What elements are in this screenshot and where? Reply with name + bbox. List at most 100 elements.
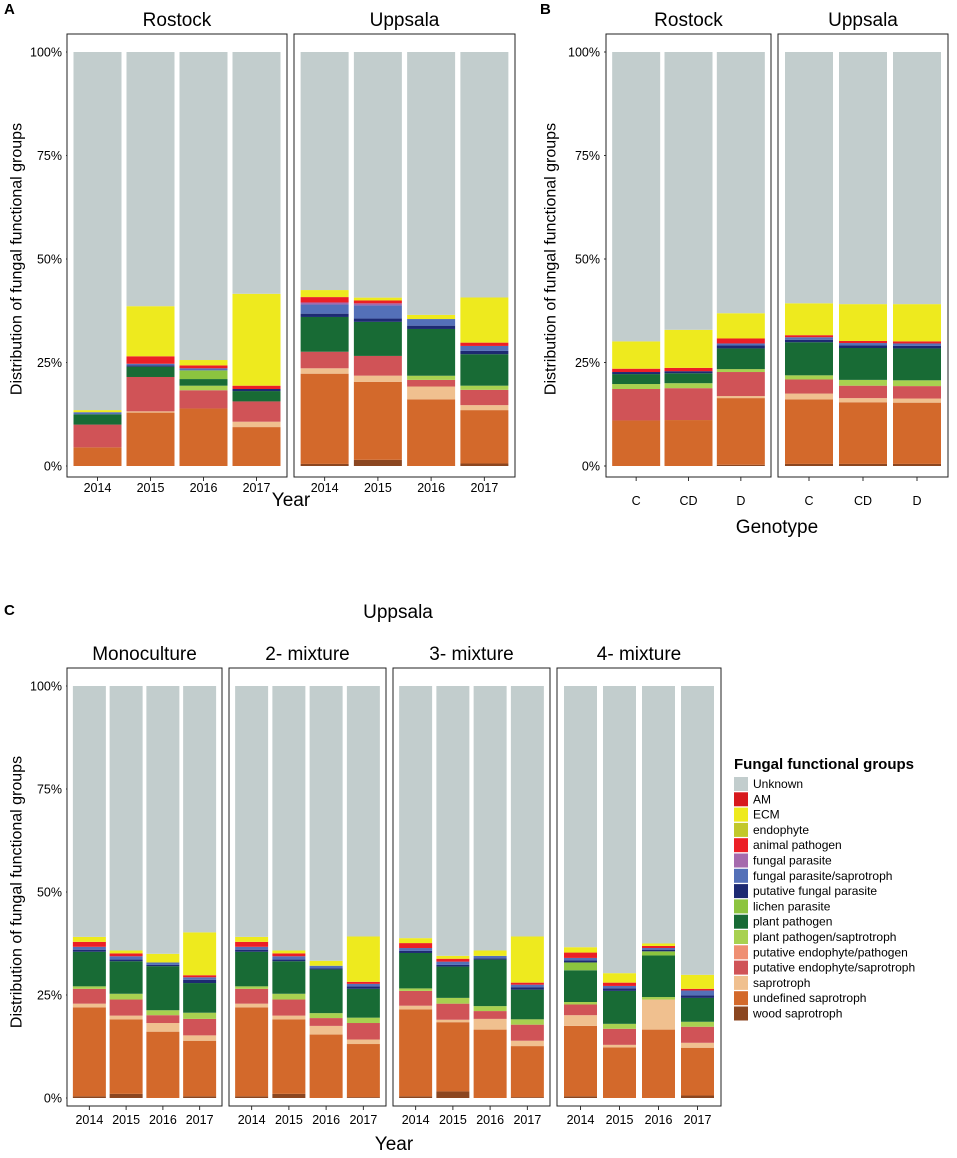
bar-segment <box>612 420 661 466</box>
bar-segment <box>612 368 661 373</box>
legend-swatch <box>734 868 748 883</box>
y-tick-label: 0% <box>582 460 600 474</box>
bar-segment <box>407 399 456 466</box>
legend-swatch <box>734 930 748 944</box>
bar-segment <box>309 965 343 969</box>
bar-segment <box>126 356 175 364</box>
facet-panel-border <box>777 33 949 478</box>
bar-segment <box>893 52 941 305</box>
bar-segment <box>300 290 349 298</box>
bar-segment <box>603 1047 636 1098</box>
bar-segment <box>399 938 433 944</box>
bar-segment <box>893 380 941 387</box>
bar-segment <box>564 1015 597 1026</box>
facet-panel-border <box>392 667 551 1107</box>
bar-segment <box>232 391 281 402</box>
bar-segment <box>716 343 765 346</box>
bar-segment <box>183 983 217 1013</box>
bar-segment <box>510 1097 544 1098</box>
x-tick-label: 2015 <box>275 1113 303 1127</box>
bar-segment <box>839 345 887 349</box>
bar-segment <box>436 997 470 1004</box>
bar-segment <box>126 306 175 357</box>
x-tick-label: 2016 <box>645 1113 673 1127</box>
bar-segment <box>893 463 941 466</box>
facet-strip <box>557 636 721 668</box>
bar-segment <box>460 297 509 343</box>
bar-segment <box>612 384 661 389</box>
bar-segment <box>109 1019 143 1094</box>
bar-segment <box>612 374 661 385</box>
bar-segment <box>681 686 714 975</box>
bar-segment <box>146 1023 180 1032</box>
legend-item: Unknown <box>753 777 803 791</box>
y-axis-label: Distribution of fungal functional groups <box>543 123 560 395</box>
bar-segment <box>399 990 433 1006</box>
bar-segment <box>179 368 228 371</box>
y-tick-label: 100% <box>30 680 62 694</box>
facet-panel-border <box>66 667 223 1107</box>
bar-segment <box>407 375 456 380</box>
y-tick-label: 25% <box>575 356 600 370</box>
bar-segment <box>300 302 349 305</box>
bar-segment <box>183 977 217 980</box>
bar-segment <box>179 390 228 409</box>
x-tick-label: 2017 <box>513 1113 541 1127</box>
bar-segment <box>300 351 349 369</box>
bar-segment <box>510 984 544 988</box>
bar-segment <box>785 303 833 336</box>
bar-segment <box>716 369 765 373</box>
facet-title: 2- mixture <box>265 644 349 665</box>
bar-segment <box>510 936 544 983</box>
bar-segment <box>126 363 175 366</box>
x-tick-label: 2014 <box>238 1113 266 1127</box>
bar-segment <box>353 300 402 304</box>
bar-segment <box>399 948 433 951</box>
bar-segment <box>716 348 765 370</box>
bar-segment <box>460 385 509 390</box>
bar-segment <box>353 321 402 356</box>
legend-swatch <box>734 899 748 914</box>
bar-segment <box>839 402 887 464</box>
bar-segment <box>436 966 470 998</box>
bar-segment <box>564 1002 597 1005</box>
x-tick-label: 2014 <box>75 1113 103 1127</box>
bar-segment <box>73 52 122 411</box>
bar-segment <box>399 943 433 949</box>
bar-segment <box>272 956 306 960</box>
facet-panel-border <box>605 33 772 478</box>
bar-segment <box>839 52 887 305</box>
bar-segment <box>309 960 343 966</box>
bar-segment <box>109 961 143 994</box>
bar-segment <box>353 305 402 319</box>
y-tick-label: 50% <box>37 253 62 267</box>
bar-segment <box>716 345 765 349</box>
y-axis-label: Distribution of fungal functional groups <box>9 123 26 395</box>
bar-segment <box>893 345 941 349</box>
bar-segment <box>309 969 343 1014</box>
bar-segment <box>664 383 713 389</box>
bar-segment <box>681 1042 714 1048</box>
legend-title: Fungal functional groups <box>734 756 914 773</box>
bar-segment <box>126 52 175 307</box>
bar-segment <box>183 1018 217 1036</box>
x-axis-label: Genotype <box>736 517 818 538</box>
bar-segment <box>473 958 507 960</box>
bar-segment <box>309 968 343 970</box>
x-tick-label: 2015 <box>439 1113 467 1127</box>
bar-segment <box>272 686 306 951</box>
bar-segment <box>564 1004 597 1016</box>
bar-segment <box>510 989 544 1020</box>
bar-segment <box>785 342 833 376</box>
bar-segment <box>460 350 509 355</box>
facet-panel-border <box>66 33 288 478</box>
y-axis-label: Distribution of fungal functional groups <box>9 756 26 1028</box>
bar-segment <box>399 952 433 989</box>
legend-swatch <box>734 914 748 929</box>
bar-segment <box>460 410 509 464</box>
facet-title: Monoculture <box>92 644 197 665</box>
bar-segment <box>473 959 507 1007</box>
bar-segment <box>893 304 941 342</box>
bar-segment <box>893 343 941 346</box>
facet-title: Uppsala <box>370 10 440 31</box>
